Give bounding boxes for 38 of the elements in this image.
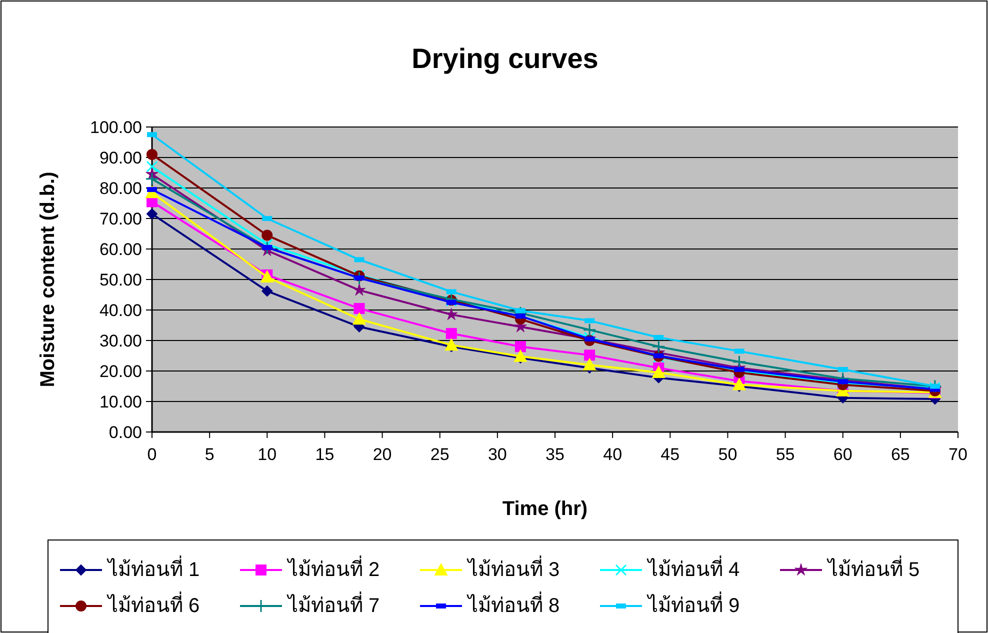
x-tick-label: 50 bbox=[718, 445, 738, 464]
x-axis-title: Time (hr) bbox=[502, 498, 588, 520]
y-tick-label: 90.00 bbox=[99, 148, 142, 168]
x-tick-label: 35 bbox=[546, 445, 564, 464]
y-tick-label: 10.00 bbox=[99, 392, 142, 412]
x-tick-label: 20 bbox=[372, 445, 392, 464]
x-tick-label: 15 bbox=[315, 445, 334, 464]
legend-label: ไม้ท่อนที่ 3 bbox=[466, 555, 560, 581]
legend-label: ไม้ท่อนที่ 4 bbox=[646, 555, 740, 581]
y-tick-label: 40.00 bbox=[99, 301, 142, 320]
legend-label: ไม้ท่อนที่ 8 bbox=[466, 591, 560, 617]
chart-title: Drying curves bbox=[412, 43, 598, 74]
x-tick-label: 40 bbox=[603, 445, 622, 464]
x-tick-label: 60 bbox=[833, 445, 852, 464]
legend-label: ไม้ท่อนที่ 6 bbox=[106, 591, 200, 617]
x-tick-label: 25 bbox=[430, 445, 450, 464]
x-tick-label: 0 bbox=[147, 445, 157, 464]
y-tick-label: 70.00 bbox=[99, 210, 142, 228]
y-tick-label: 50.00 bbox=[99, 270, 142, 290]
x-tick-label: 5 bbox=[204, 445, 214, 464]
y-tick-label: 30.00 bbox=[99, 332, 142, 350]
y-tick-label: 20.00 bbox=[99, 362, 142, 381]
legend-label: ไม้ท่อนที่ 9 bbox=[646, 591, 740, 617]
x-tick-label: 70 bbox=[948, 445, 968, 464]
y-axis-title: Moisture content (d.b.) bbox=[37, 172, 59, 388]
x-tick-label: 55 bbox=[776, 445, 795, 464]
x-tick-label: 45 bbox=[660, 445, 680, 464]
legend-label: ไม้ท่อนที่ 7 bbox=[286, 591, 380, 617]
x-tick-label: 10 bbox=[258, 445, 277, 464]
y-tick-label: 80.00 bbox=[99, 179, 142, 198]
x-tick-label: 65 bbox=[890, 445, 910, 464]
legend-label: ไม้ท่อนที่ 1 bbox=[106, 555, 200, 581]
y-tick-label: 60.00 bbox=[99, 240, 142, 259]
legend-label: ไม้ท่อนที่ 5 bbox=[826, 555, 920, 581]
x-tick-label: 30 bbox=[488, 445, 507, 464]
y-tick-label: 0.00 bbox=[108, 423, 142, 442]
legend-label: ไม้ท่อนที่ 2 bbox=[286, 555, 380, 581]
y-tick-label: 100.00 bbox=[90, 118, 142, 137]
